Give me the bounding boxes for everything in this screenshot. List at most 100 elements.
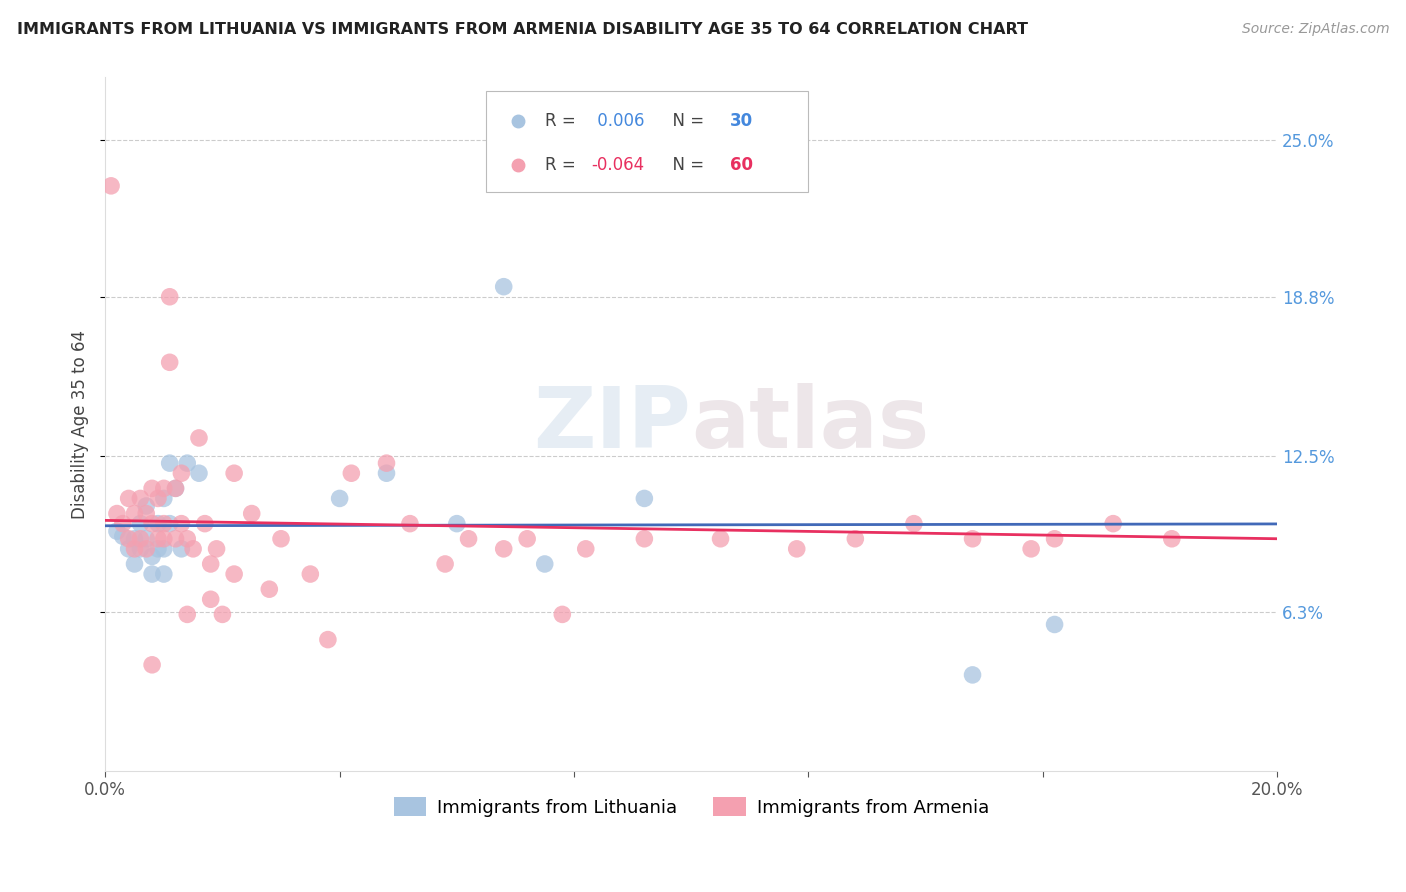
- Point: [165, 481, 187, 495]
- Point: [146, 532, 169, 546]
- Point: [135, 532, 157, 546]
- Point: [159, 516, 181, 531]
- Point: [1102, 516, 1125, 531]
- Point: [375, 456, 398, 470]
- Point: [786, 541, 808, 556]
- Text: 60: 60: [730, 156, 754, 174]
- Point: [205, 541, 228, 556]
- Point: [153, 516, 176, 531]
- Point: [492, 279, 515, 293]
- Point: [240, 507, 263, 521]
- Point: [844, 532, 866, 546]
- Point: [135, 507, 157, 521]
- Text: Source: ZipAtlas.com: Source: ZipAtlas.com: [1241, 22, 1389, 37]
- Point: [118, 541, 141, 556]
- Point: [633, 532, 655, 546]
- Point: [1043, 617, 1066, 632]
- Point: [141, 657, 163, 672]
- Point: [224, 467, 246, 481]
- Point: [124, 541, 146, 556]
- Point: [129, 532, 152, 546]
- Point: [170, 467, 193, 481]
- Point: [159, 355, 181, 369]
- Point: [159, 290, 181, 304]
- Point: [170, 541, 193, 556]
- FancyBboxPatch shape: [486, 91, 808, 192]
- Text: ZIP: ZIP: [533, 383, 692, 466]
- Point: [533, 557, 555, 571]
- Text: 0.006: 0.006: [592, 112, 644, 130]
- Point: [259, 582, 281, 597]
- Point: [446, 516, 468, 531]
- Point: [146, 541, 169, 556]
- Point: [129, 491, 152, 506]
- Point: [165, 532, 187, 546]
- Point: [146, 516, 169, 531]
- Point: [146, 491, 169, 506]
- Point: [340, 467, 363, 481]
- Point: [124, 507, 146, 521]
- Point: [124, 532, 146, 546]
- Point: [211, 607, 233, 622]
- Point: [194, 516, 217, 531]
- Point: [962, 668, 984, 682]
- Point: [170, 516, 193, 531]
- Point: [111, 529, 134, 543]
- Point: [135, 541, 157, 556]
- Point: [153, 481, 176, 495]
- Point: [141, 516, 163, 531]
- Point: [100, 178, 122, 193]
- Text: IMMIGRANTS FROM LITHUANIA VS IMMIGRANTS FROM ARMENIA DISABILITY AGE 35 TO 64 COR: IMMIGRANTS FROM LITHUANIA VS IMMIGRANTS …: [17, 22, 1028, 37]
- Text: atlas: atlas: [692, 383, 929, 466]
- Point: [181, 541, 204, 556]
- Point: [153, 491, 176, 506]
- Point: [188, 431, 211, 445]
- Point: [516, 532, 538, 546]
- Point: [1043, 532, 1066, 546]
- Text: N =: N =: [662, 156, 709, 174]
- Point: [105, 524, 128, 539]
- Text: R =: R =: [544, 156, 581, 174]
- Point: [316, 632, 339, 647]
- Point: [962, 532, 984, 546]
- Point: [457, 532, 479, 546]
- Point: [224, 567, 246, 582]
- Point: [492, 541, 515, 556]
- Legend: Immigrants from Lithuania, Immigrants from Armenia: Immigrants from Lithuania, Immigrants fr…: [387, 790, 995, 824]
- Point: [551, 607, 574, 622]
- Point: [299, 567, 322, 582]
- Point: [399, 516, 422, 531]
- Point: [575, 541, 598, 556]
- Text: -0.064: -0.064: [592, 156, 645, 174]
- Point: [188, 467, 211, 481]
- Point: [176, 532, 198, 546]
- Point: [129, 516, 152, 531]
- Text: 30: 30: [730, 112, 754, 130]
- Point: [165, 481, 187, 495]
- Point: [141, 549, 163, 564]
- Point: [375, 467, 398, 481]
- Point: [903, 516, 925, 531]
- Text: N =: N =: [662, 112, 709, 130]
- Point: [141, 567, 163, 582]
- Point: [434, 557, 457, 571]
- Point: [111, 516, 134, 531]
- Point: [1019, 541, 1042, 556]
- Point: [153, 567, 176, 582]
- Point: [141, 481, 163, 495]
- Point: [159, 456, 181, 470]
- Point: [709, 532, 731, 546]
- Point: [200, 557, 222, 571]
- Point: [118, 532, 141, 546]
- Point: [176, 607, 198, 622]
- Point: [329, 491, 352, 506]
- Point: [176, 456, 198, 470]
- Point: [200, 592, 222, 607]
- Point: [129, 541, 152, 556]
- Point: [124, 557, 146, 571]
- Point: [1160, 532, 1182, 546]
- Text: R =: R =: [544, 112, 581, 130]
- Point: [633, 491, 655, 506]
- Point: [153, 541, 176, 556]
- Point: [105, 507, 128, 521]
